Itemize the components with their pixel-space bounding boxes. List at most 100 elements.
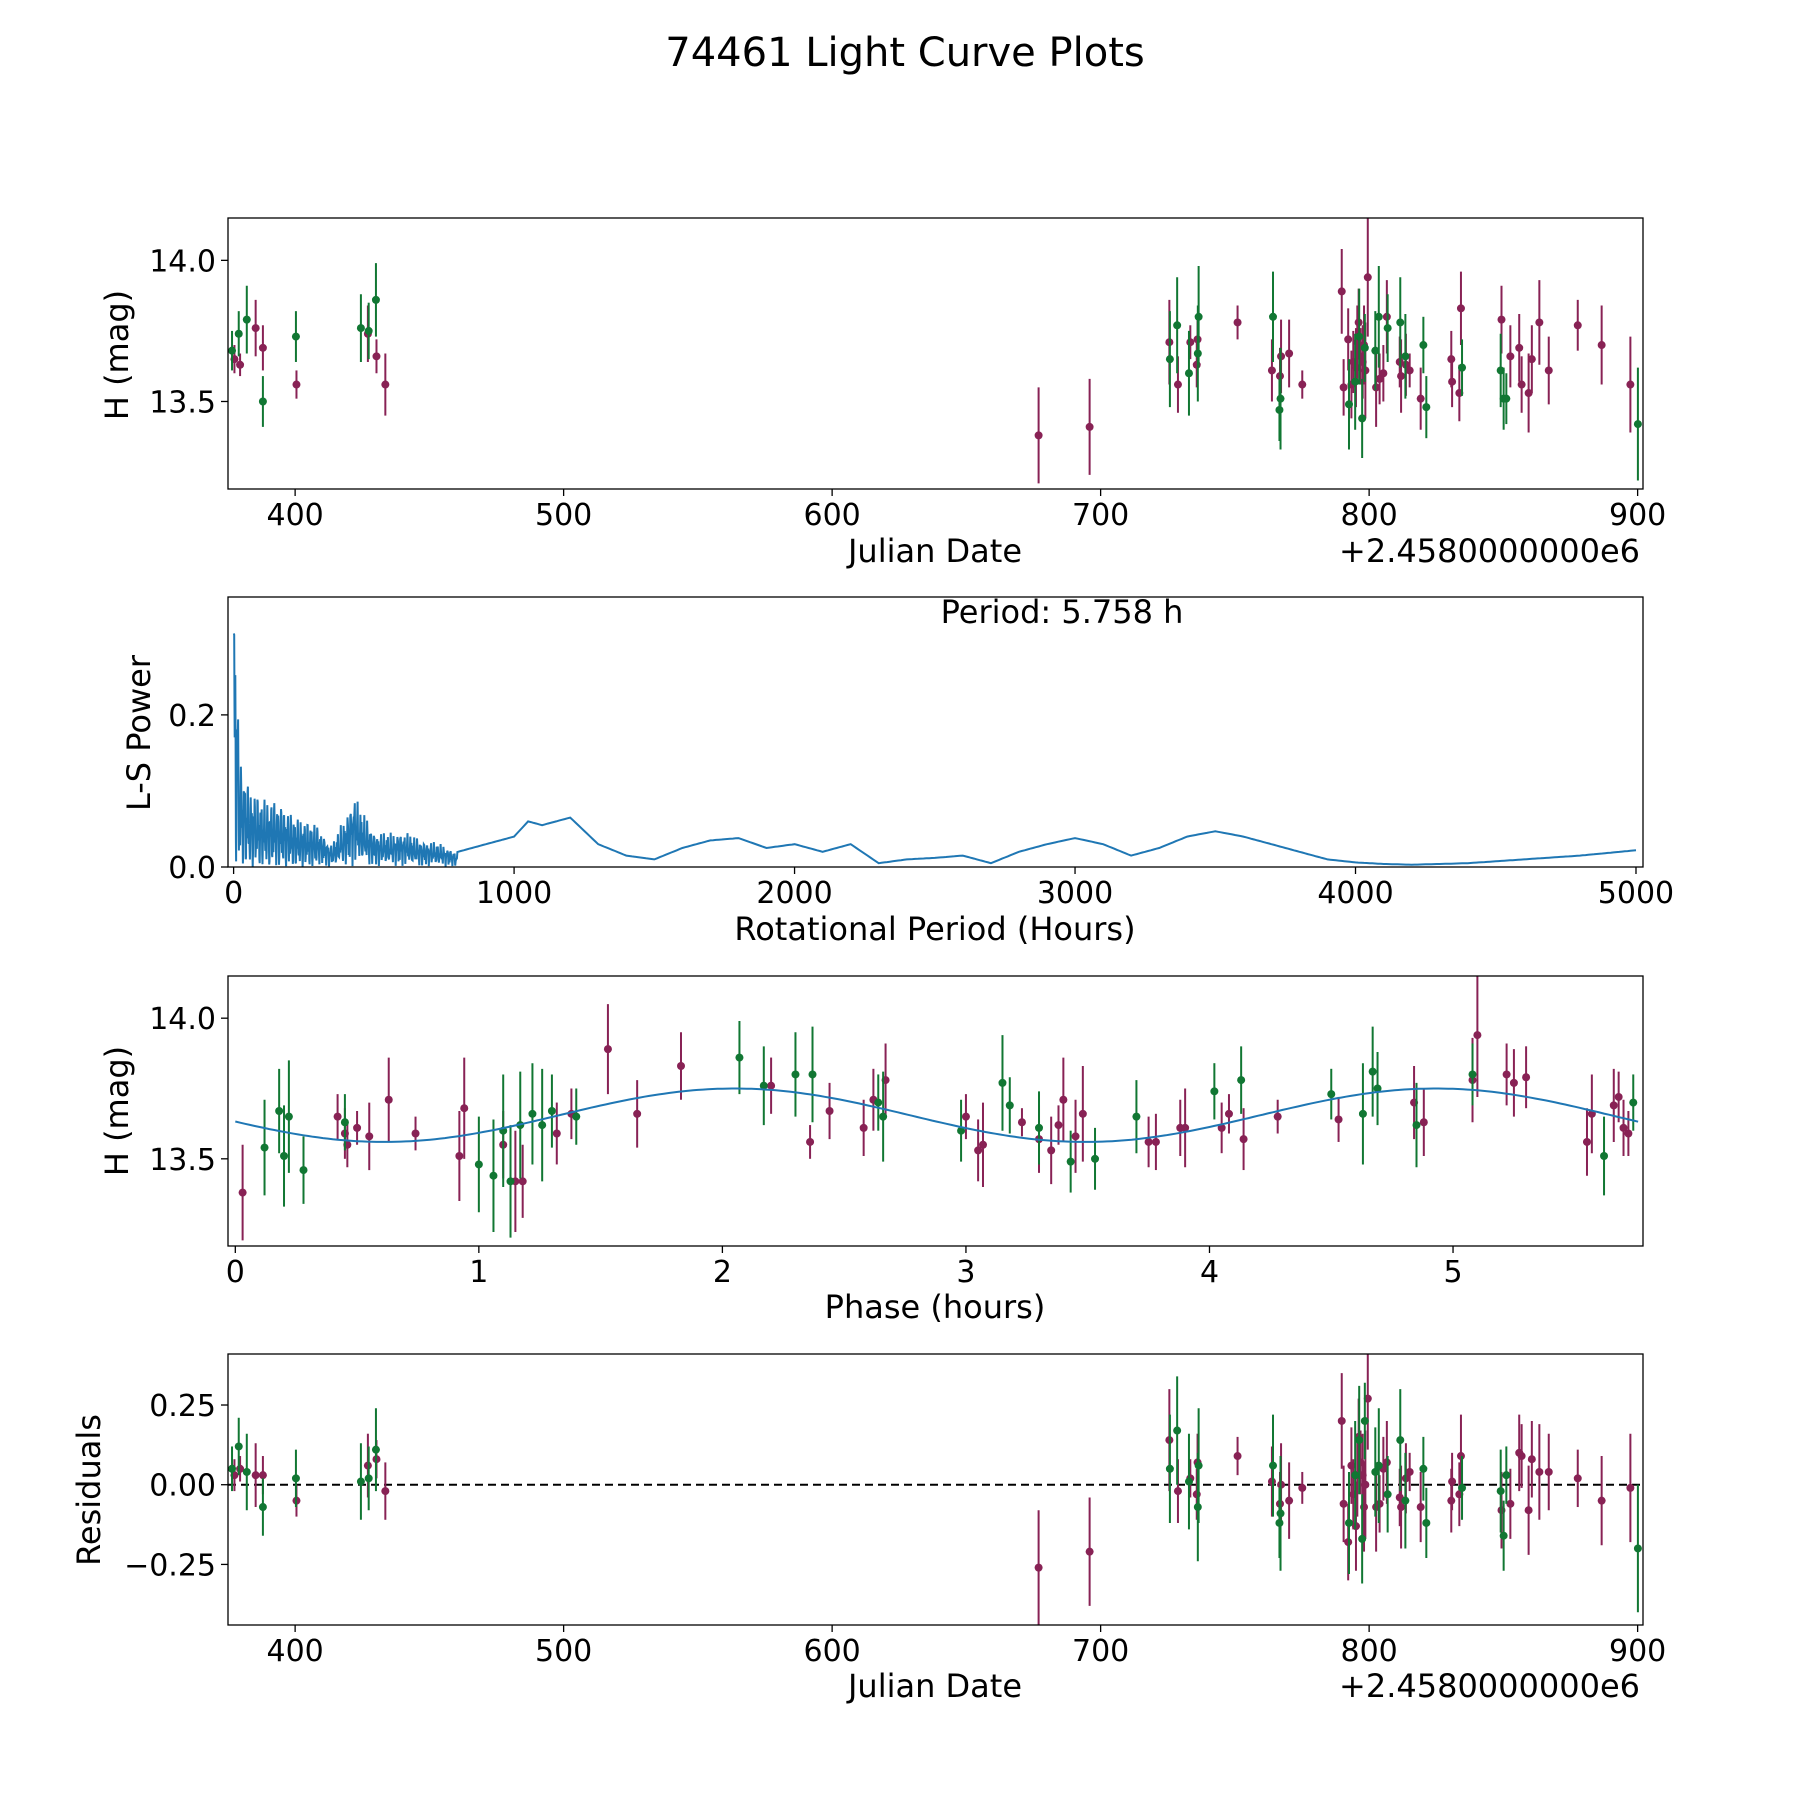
phase-point-green xyxy=(280,1152,289,1160)
residuals-point-magenta xyxy=(1506,1499,1515,1508)
phase-point-green xyxy=(538,1121,547,1130)
phase-point-magenta xyxy=(974,1146,983,1155)
residuals-point-green xyxy=(1276,1509,1285,1518)
light-curve-point-green xyxy=(1419,341,1428,350)
residuals-point-magenta xyxy=(1573,1474,1582,1483)
phase-point-magenta xyxy=(384,1095,393,1104)
residuals-point-green xyxy=(1374,1461,1383,1470)
residuals-point-green xyxy=(1458,1483,1467,1492)
phase-point-magenta xyxy=(1181,1123,1190,1132)
light-curve-point-magenta xyxy=(1397,372,1406,381)
phase-point-green xyxy=(474,1160,483,1169)
residuals-point-green xyxy=(1351,1471,1360,1480)
phase-point-magenta xyxy=(1624,1129,1633,1138)
periodogram-ylabel: L-S Power xyxy=(120,654,158,811)
residuals-point-magenta xyxy=(1416,1503,1425,1512)
phase-point-magenta xyxy=(961,1112,970,1121)
light-curve-point-green xyxy=(371,295,380,304)
phase-point-magenta xyxy=(1419,1118,1428,1127)
residuals-point-green xyxy=(234,1442,243,1451)
residuals-x-tick-label: 500 xyxy=(535,1634,592,1669)
phase-point-green xyxy=(957,1126,966,1135)
residuals-point-green xyxy=(1633,1544,1642,1553)
residuals-x-tick-label: 800 xyxy=(1340,1634,1397,1669)
light-curve-point-green xyxy=(1276,394,1285,403)
phase-point-green xyxy=(1468,1070,1477,1079)
light-curve-point-magenta xyxy=(1535,318,1544,327)
phase-point-green xyxy=(299,1166,308,1175)
light-curve-point-magenta xyxy=(1344,335,1353,344)
light-curve-point-green xyxy=(1165,355,1174,364)
phase-point-magenta xyxy=(1619,1123,1628,1132)
light-curve-point-magenta xyxy=(1186,338,1195,347)
light-curve-point-magenta xyxy=(1517,380,1526,389)
light-curve-point-magenta xyxy=(1456,304,1465,313)
residuals-point-green xyxy=(1419,1464,1428,1473)
phase-x-tick-label: 5 xyxy=(1443,1255,1462,1290)
phase-point-green xyxy=(998,1078,1007,1087)
light-curve-point-green xyxy=(1351,377,1360,386)
phase-point-magenta xyxy=(455,1152,464,1160)
phase-point-magenta xyxy=(1522,1073,1531,1082)
light-curve-point-green xyxy=(1383,324,1392,333)
residuals-y-tick-label: 0.25 xyxy=(149,1389,216,1424)
residuals-point-magenta xyxy=(1285,1496,1294,1505)
light-curve-point-magenta xyxy=(1298,380,1307,389)
light-curve-point-green xyxy=(1173,321,1182,330)
phase-point-magenta xyxy=(1217,1123,1226,1132)
phase-point-green xyxy=(260,1143,269,1152)
residuals-point-green xyxy=(258,1503,267,1512)
phase-point-magenta xyxy=(806,1137,815,1146)
light-curve-point-magenta xyxy=(1527,355,1536,364)
phase-point-magenta xyxy=(1614,1092,1623,1101)
light-curve-point-green xyxy=(1355,332,1364,341)
light-curve-y-tick-label: 14.0 xyxy=(149,244,216,279)
light-curve-ylabel: H (mag) xyxy=(98,290,136,420)
light-curve-point-green xyxy=(258,397,267,406)
residuals-point-green xyxy=(1275,1518,1284,1527)
periodogram-x-tick-label: 0 xyxy=(224,876,243,911)
figure-title: 74461 Light Curve Plots xyxy=(665,30,1144,76)
light-curve-point-magenta xyxy=(381,380,390,389)
residuals-point-magenta xyxy=(1339,1499,1348,1508)
light-curve-point-magenta xyxy=(1515,343,1524,352)
phase-model-line xyxy=(235,1087,1639,1143)
residuals-point-green xyxy=(1499,1531,1508,1540)
light-curve-point-green xyxy=(1374,312,1383,321)
phase-point-magenta xyxy=(365,1132,374,1141)
phase-point-magenta xyxy=(767,1081,776,1090)
phase-point-green xyxy=(1005,1101,1014,1110)
phase-point-green xyxy=(1210,1087,1219,1096)
periodogram-panel: 0 1000 2000 3000 4000 5000 0.0 0.2 Period: 5.75… xyxy=(120,593,1674,948)
residuals-point-magenta xyxy=(1361,1480,1370,1489)
phase-x-tick-label: 0 xyxy=(226,1255,245,1290)
residuals-point-green xyxy=(1422,1518,1431,1527)
light-curve-point-magenta xyxy=(1085,422,1094,431)
phase-ylabel: H (mag) xyxy=(98,1046,136,1176)
residuals-x-tick-label: 600 xyxy=(803,1634,860,1669)
light-curve-point-magenta xyxy=(1416,394,1425,403)
phase-point-green xyxy=(528,1109,537,1118)
light-curve-point-green xyxy=(1371,346,1380,355)
light-curve-point-magenta xyxy=(1506,352,1515,361)
periodogram-axes-frame xyxy=(227,596,1644,868)
phase-point-magenta xyxy=(552,1129,561,1138)
phase-point-magenta xyxy=(1239,1135,1248,1144)
light-curve-point-magenta xyxy=(236,360,245,369)
light-curve-point-magenta xyxy=(1339,383,1348,392)
phase-point-green xyxy=(489,1171,498,1180)
phase-point-green xyxy=(1373,1084,1382,1093)
residuals-point-green xyxy=(1396,1436,1405,1445)
residuals-point-magenta xyxy=(1456,1452,1465,1461)
light-curve-point-magenta xyxy=(1544,366,1553,375)
residuals-point-magenta xyxy=(258,1471,267,1480)
light-curve-x-tick-label: 600 xyxy=(803,498,860,533)
light-curve-point-magenta xyxy=(1524,389,1533,398)
phase-point-magenta xyxy=(1473,1031,1482,1040)
periodogram-x-tick-label: 3000 xyxy=(1037,876,1113,911)
residuals-point-magenta xyxy=(1085,1547,1094,1556)
phase-point-green xyxy=(735,1053,744,1062)
phase-point-green xyxy=(1066,1157,1075,1166)
residuals-y-tick-label: 0.00 xyxy=(149,1469,216,1504)
light-curve-point-magenta xyxy=(251,324,260,333)
